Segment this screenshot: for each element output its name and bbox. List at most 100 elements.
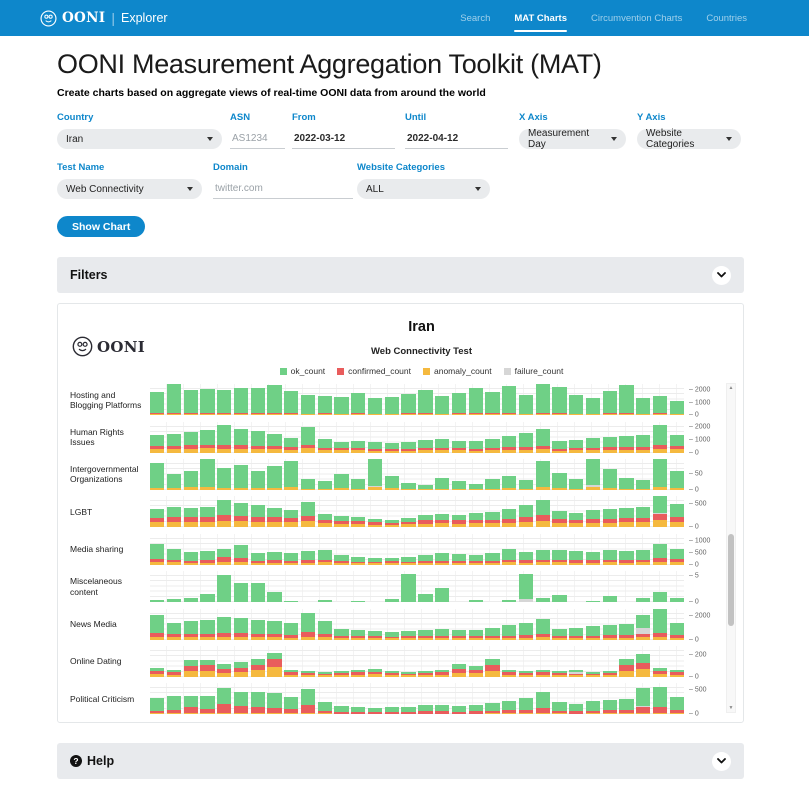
stacked-bar[interactable]	[166, 609, 182, 640]
stacked-bar[interactable]	[200, 422, 215, 453]
nav-item-mat-charts[interactable]: MAT Charts	[514, 9, 567, 32]
stacked-bar[interactable]	[502, 496, 517, 528]
stacked-bar[interactable]	[619, 422, 634, 453]
stacked-bar[interactable]	[351, 496, 366, 528]
stacked-bar[interactable]	[451, 459, 467, 490]
stacked-bar[interactable]	[150, 646, 165, 677]
stacked-bar[interactable]	[418, 683, 433, 715]
stacked-bar[interactable]	[150, 496, 165, 528]
stacked-bar[interactable]	[250, 683, 265, 715]
stacked-bar[interactable]	[267, 459, 282, 490]
stacked-bar[interactable]	[166, 459, 182, 490]
stacked-bar[interactable]	[585, 534, 601, 565]
stacked-bar[interactable]	[535, 683, 550, 715]
stacked-bar[interactable]	[166, 646, 182, 677]
stacked-bar[interactable]	[518, 384, 534, 416]
stacked-bar[interactable]	[334, 459, 349, 490]
stacked-bar[interactable]	[284, 683, 299, 715]
stacked-bar[interactable]	[351, 384, 366, 416]
stacked-bar[interactable]	[418, 609, 433, 640]
website-categories-select[interactable]: ALL	[357, 179, 490, 199]
stacked-bar[interactable]	[585, 458, 601, 490]
stacked-bar[interactable]	[636, 384, 651, 416]
stacked-bar[interactable]	[502, 459, 517, 490]
stacked-bar[interactable]	[535, 422, 550, 453]
stacked-bar[interactable]	[367, 384, 383, 416]
stacked-bar[interactable]	[233, 496, 249, 528]
stacked-bar[interactable]	[250, 496, 265, 528]
stacked-bar[interactable]	[166, 683, 182, 715]
stacked-bar[interactable]	[585, 384, 601, 416]
stacked-bar[interactable]	[585, 609, 601, 640]
stacked-bar[interactable]	[217, 459, 232, 490]
stacked-bar[interactable]	[233, 683, 249, 715]
stacked-bar[interactable]	[401, 384, 416, 416]
stacked-bar[interactable]	[418, 459, 433, 490]
stacked-bar[interactable]	[468, 422, 483, 453]
stacked-bar[interactable]	[552, 646, 567, 677]
stacked-bar[interactable]	[569, 683, 584, 715]
stacked-bar[interactable]	[384, 384, 399, 416]
stacked-bar[interactable]	[401, 646, 416, 677]
stacked-bar[interactable]	[200, 609, 215, 640]
stacked-bar[interactable]	[401, 609, 416, 640]
stacked-bar[interactable]	[418, 571, 433, 603]
stacked-bar[interactable]	[669, 384, 684, 416]
stacked-bar[interactable]	[300, 496, 316, 528]
scroll-up-arrow-icon[interactable]: ▲	[728, 385, 734, 391]
stacked-bar[interactable]	[619, 571, 633, 602]
stacked-bar[interactable]	[468, 571, 483, 603]
stacked-bar[interactable]	[669, 496, 684, 528]
country-select[interactable]: Iran	[57, 129, 222, 149]
stacked-bar[interactable]	[183, 384, 198, 416]
stacked-bar[interactable]	[602, 496, 617, 528]
stacked-bar[interactable]	[502, 646, 517, 677]
stacked-bar[interactable]	[217, 683, 232, 715]
stacked-bar[interactable]	[267, 422, 282, 453]
stacked-bar[interactable]	[267, 571, 282, 603]
stacked-bar[interactable]	[351, 459, 366, 490]
nav-item-countries[interactable]: Countries	[706, 12, 747, 24]
stacked-bar[interactable]	[384, 534, 399, 565]
stacked-bar[interactable]	[183, 422, 198, 453]
stacked-bar[interactable]	[669, 459, 684, 490]
stacked-bar[interactable]	[284, 459, 299, 490]
stacked-bar[interactable]	[485, 496, 500, 528]
stacked-bar[interactable]	[317, 422, 332, 453]
ooni-explorer-logo[interactable]: OONI | Explorer	[40, 9, 168, 27]
stacked-bar[interactable]	[217, 646, 232, 677]
stacked-bar[interactable]	[217, 496, 232, 528]
stacked-bar[interactable]	[233, 422, 249, 453]
nav-item-search[interactable]: Search	[460, 12, 491, 24]
stacked-bar[interactable]	[250, 459, 265, 490]
stacked-bar[interactable]	[652, 534, 668, 565]
stacked-bar[interactable]	[451, 646, 467, 677]
stacked-bar[interactable]	[485, 422, 500, 453]
stacked-bar[interactable]	[267, 534, 282, 565]
stacked-bar[interactable]	[200, 683, 215, 715]
stacked-bar[interactable]	[217, 571, 232, 603]
stacked-bar[interactable]	[233, 384, 249, 416]
stacked-bar[interactable]	[585, 496, 601, 528]
stacked-bar[interactable]	[351, 609, 366, 640]
stacked-bar[interactable]	[351, 683, 366, 715]
x-axis-select[interactable]: Measurement Day	[519, 128, 626, 150]
stacked-bar[interactable]	[585, 422, 601, 453]
stacked-bar[interactable]	[518, 534, 534, 565]
stacked-bar[interactable]	[602, 646, 617, 677]
stacked-bar[interactable]	[535, 609, 550, 640]
stacked-bar[interactable]	[384, 609, 399, 640]
stacked-bar[interactable]	[284, 646, 299, 677]
stacked-bar[interactable]	[468, 384, 483, 416]
stacked-bar[interactable]	[334, 571, 348, 602]
help-expand-button[interactable]	[712, 751, 731, 771]
stacked-bar[interactable]	[401, 459, 416, 490]
stacked-bar[interactable]	[300, 646, 316, 677]
stacked-bar[interactable]	[418, 534, 433, 565]
stacked-bar[interactable]	[317, 496, 332, 528]
asn-input[interactable]: AS1234	[230, 129, 285, 149]
stacked-bar[interactable]	[150, 683, 165, 715]
stacked-bar[interactable]	[367, 422, 383, 453]
stacked-bar[interactable]	[351, 571, 366, 603]
stacked-bar[interactable]	[150, 609, 165, 640]
